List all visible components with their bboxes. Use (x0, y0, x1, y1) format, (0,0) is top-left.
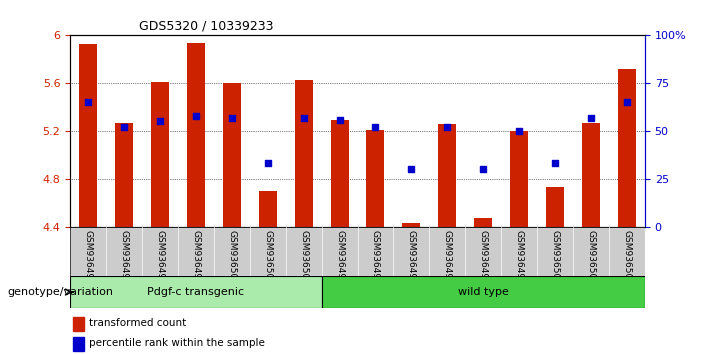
Text: GSM936493: GSM936493 (371, 230, 380, 285)
Point (550, 161, 561, 166)
Point (262, 161, 273, 166)
Point (190, 113, 201, 119)
Point (621, 99, 632, 105)
Text: GSM936498: GSM936498 (479, 230, 488, 285)
Point (477, 166, 489, 172)
Point (406, 166, 417, 172)
Point (83, 99, 94, 105)
Point (154, 119, 165, 124)
Text: percentile rank within the sample: percentile rank within the sample (89, 338, 265, 348)
Text: GSM936500: GSM936500 (550, 230, 559, 285)
Text: wild type: wild type (458, 287, 509, 297)
Bar (331, 120, 348, 227)
Bar (582, 122, 600, 227)
Text: genotype/variation: genotype/variation (7, 287, 113, 297)
Text: GSM936502: GSM936502 (587, 230, 596, 285)
Point (334, 117, 345, 122)
Text: GSM936503: GSM936503 (263, 230, 272, 285)
Bar (367, 130, 384, 227)
Text: GSM936505: GSM936505 (622, 230, 632, 285)
Point (370, 124, 381, 130)
Text: GSM936492: GSM936492 (335, 230, 344, 285)
Bar (618, 69, 636, 227)
Point (118, 124, 130, 130)
Text: GSM936497: GSM936497 (191, 230, 200, 285)
Text: GSM936499: GSM936499 (515, 230, 524, 285)
Bar (475, 218, 492, 227)
Bar (79, 44, 97, 227)
Point (226, 115, 238, 120)
Bar (187, 42, 205, 227)
Bar (294, 80, 313, 227)
Bar (259, 191, 277, 227)
Bar (73, 317, 85, 331)
Point (585, 115, 597, 120)
Text: transformed count: transformed count (89, 318, 186, 329)
Bar (115, 122, 133, 227)
Text: Pdgf-c transgenic: Pdgf-c transgenic (147, 287, 245, 297)
Bar (223, 83, 240, 227)
Text: GSM936490: GSM936490 (83, 230, 93, 285)
Text: GSM936491: GSM936491 (119, 230, 128, 285)
Text: GSM936494: GSM936494 (156, 230, 165, 285)
Bar (322, 276, 645, 308)
Point (298, 115, 309, 120)
Text: GSM936504: GSM936504 (299, 230, 308, 285)
Bar (510, 131, 528, 227)
Text: GDS5320 / 10339233: GDS5320 / 10339233 (139, 20, 273, 33)
Point (514, 128, 525, 134)
Bar (70, 276, 322, 308)
Bar (151, 82, 169, 227)
Point (442, 124, 453, 130)
Bar (438, 124, 456, 227)
Bar (73, 337, 85, 350)
Text: GSM936496: GSM936496 (443, 230, 452, 285)
Bar (402, 223, 421, 227)
Text: GSM936495: GSM936495 (407, 230, 416, 285)
Bar (546, 187, 564, 227)
Text: GSM936501: GSM936501 (227, 230, 236, 285)
